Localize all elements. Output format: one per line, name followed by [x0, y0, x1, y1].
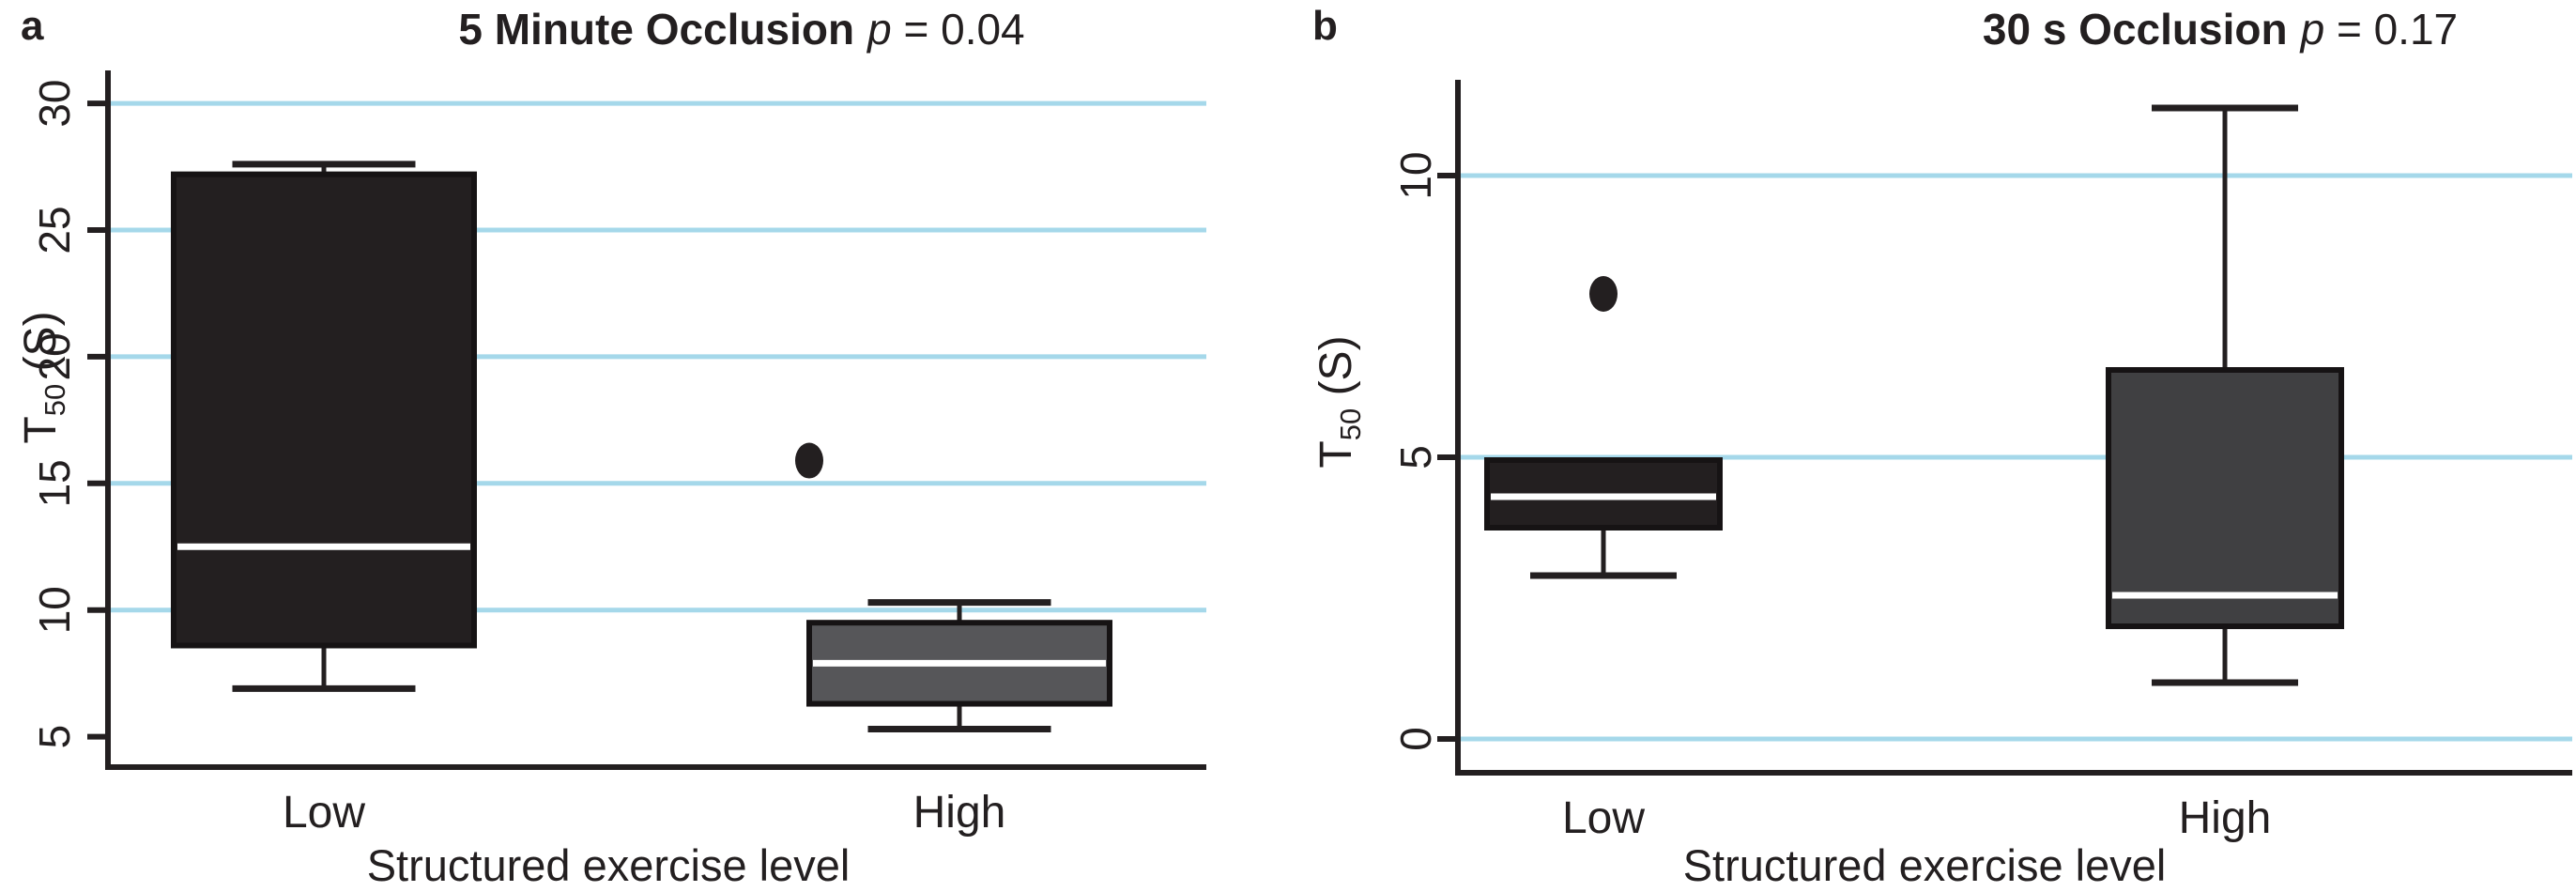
panel-b-high-category-label: High [2179, 793, 2272, 843]
panel-b-title: 30 s Occlusion p = 0.17 [1983, 8, 2458, 51]
panel-a-high-outlier-dot [795, 442, 823, 479]
panel-a-ylabel-sub: 50 [38, 383, 71, 417]
panel-b-title-main: 30 s Occlusion [1982, 5, 2288, 54]
panel-b-y-tick-label-5: 5 [1391, 445, 1440, 469]
panel-b-title-pvar: p [2300, 5, 2325, 54]
panel-b-low-outlier-dot [1589, 276, 1618, 312]
panel-b-low-category-label: Low [1562, 793, 1645, 843]
panel-a-y-tick-label-25: 25 [30, 206, 79, 254]
panel-b-high-box [2106, 367, 2344, 629]
panel-a-y-tick-label-20: 20 [30, 332, 79, 380]
panel-a-y-tick-label-15: 15 [30, 459, 79, 507]
panel-a-title: 5 Minute Occlusion p = 0.04 [458, 8, 1024, 51]
panel-a-title-pvar: p [867, 5, 892, 54]
panel-a-label: a [21, 3, 44, 49]
panel-b-y-tick-label-10: 10 [1391, 151, 1440, 199]
panel-a-high-category-label: High [913, 788, 1006, 838]
panel-a-y-tick-label-10: 10 [30, 586, 79, 634]
panel-b-ylabel-base: T [1311, 440, 1361, 469]
panel-a-ylabel-unit: (S) [16, 311, 66, 384]
panel-a-title-main: 5 Minute Occlusion [458, 5, 855, 54]
panel-a-y-tick-label-30: 30 [30, 79, 79, 127]
panel-a-low-category-label: Low [283, 788, 365, 838]
panel-b-title-pvalue: = 0.17 [2336, 5, 2459, 54]
panel-b-ylabel-sub: 50 [1334, 408, 1367, 441]
panel-b-y-tick-label-0: 0 [1391, 727, 1440, 751]
panel-a-y-tick-label-5: 5 [30, 725, 79, 749]
panel-a-low-box [171, 171, 477, 649]
panel-b-x-axis-title: Structured exercise level [1682, 840, 2167, 890]
panel-a-title-pvalue: = 0.04 [903, 5, 1025, 54]
panel-a-x-axis-title: Structured exercise level [366, 840, 851, 890]
panel-a-y-axis-title: T50 (S) [16, 311, 71, 444]
panel-b-label: b [1312, 3, 1338, 49]
panel-b-y-axis-title: T50 (S) [1311, 335, 1367, 469]
panel-b-ylabel-unit: (S) [1311, 335, 1361, 408]
panel-a-ylabel-base: T [16, 416, 66, 444]
